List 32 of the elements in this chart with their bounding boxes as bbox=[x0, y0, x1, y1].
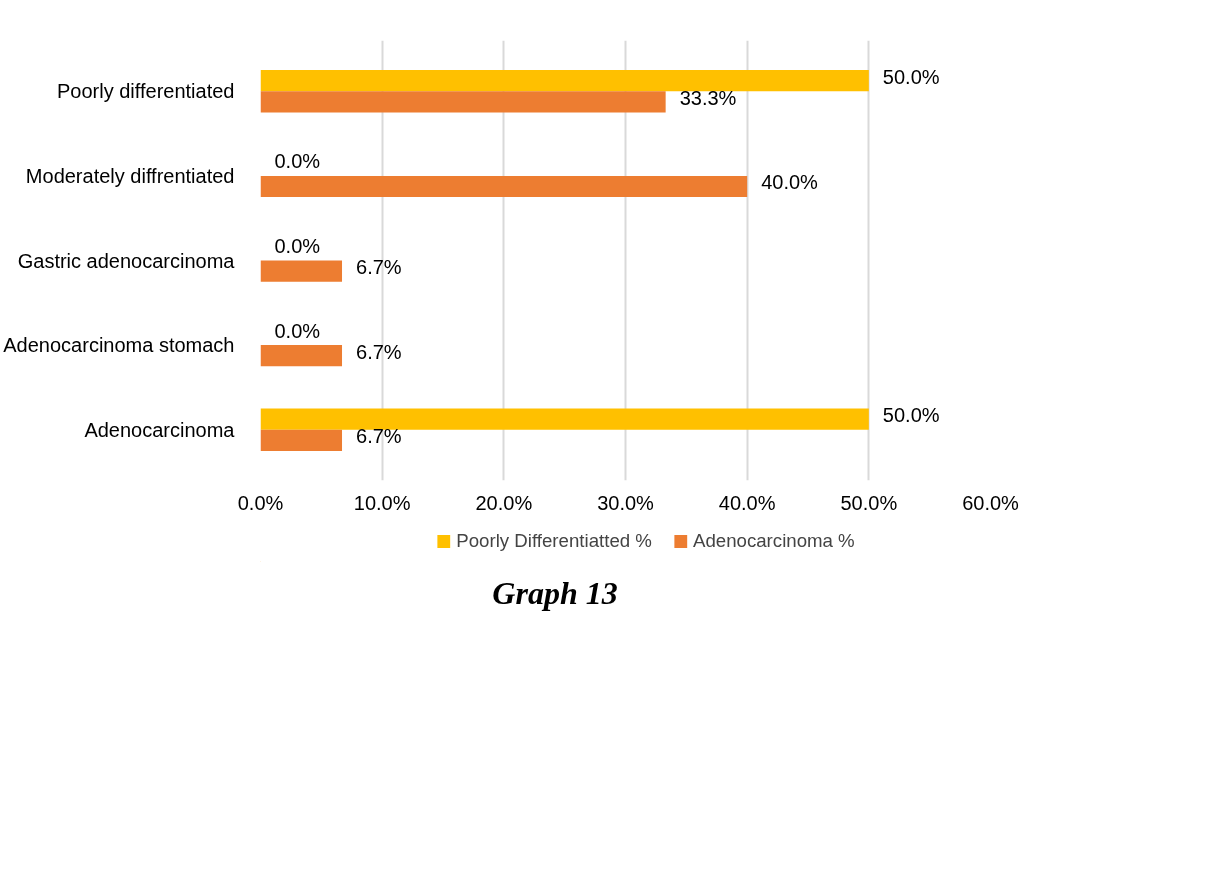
caption: Graph 13 bbox=[492, 574, 618, 613]
x-tick-label: 30.0% bbox=[597, 491, 655, 514]
y-tick-label: Moderately diffrentiated bbox=[25, 164, 235, 187]
bar bbox=[260, 429, 343, 451]
bar bbox=[260, 175, 748, 198]
legend-label: Adenocarcinoma % bbox=[692, 530, 855, 552]
legend-label: Poorly Differentiatted % bbox=[456, 530, 652, 552]
data-label: 50.0% bbox=[882, 404, 940, 427]
data-label: 0.0% bbox=[274, 234, 321, 257]
data-label: 50.0% bbox=[882, 65, 940, 88]
x-tick-label: 20.0% bbox=[475, 491, 533, 514]
data-label: 6.7% bbox=[356, 340, 402, 363]
bar bbox=[260, 91, 666, 113]
data-label: 0.0% bbox=[274, 150, 321, 173]
x-tick-label: 40.0% bbox=[718, 491, 776, 514]
x-tick-label: 10.0% bbox=[353, 491, 411, 514]
y-tick-label: Poorly differentiated bbox=[56, 80, 235, 103]
y-tick-label: Gastric adenocarcinoma bbox=[17, 249, 236, 272]
bar bbox=[260, 345, 343, 367]
x-tick-label: 60.0% bbox=[962, 491, 1020, 514]
bar bbox=[260, 70, 869, 92]
bar bbox=[260, 260, 343, 282]
data-label: 0.0% bbox=[274, 319, 321, 342]
data-label: 6.7% bbox=[356, 256, 402, 279]
data-label: 6.7% bbox=[356, 425, 402, 448]
y-tick-label: Adenocarcinoma stomach bbox=[3, 334, 235, 357]
y-tick-label: Adenocarcinoma bbox=[84, 418, 236, 441]
x-tick-label: 0.0% bbox=[237, 491, 284, 514]
data-label: 33.3% bbox=[679, 86, 737, 109]
bar bbox=[260, 408, 869, 430]
data-label: 40.0% bbox=[761, 171, 819, 194]
x-tick-label: 50.0% bbox=[840, 491, 898, 514]
